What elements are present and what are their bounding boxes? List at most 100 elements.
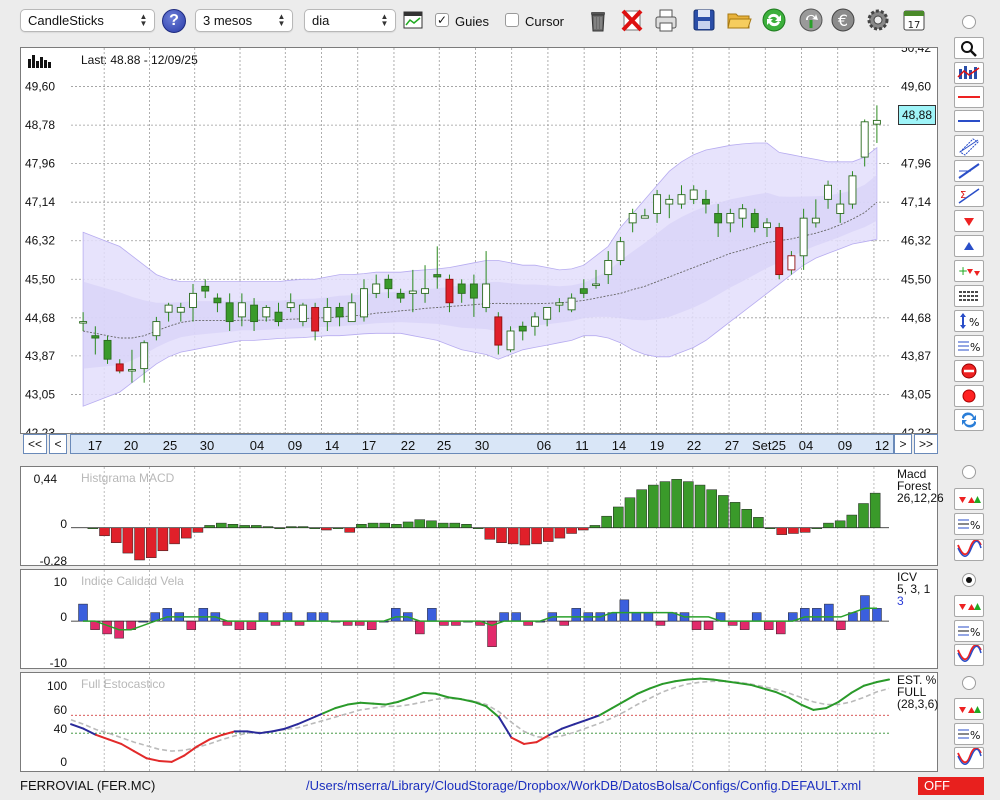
nav-first-button[interactable]: << [23, 434, 47, 454]
add-marker-button[interactable]: + [954, 260, 984, 282]
settings-icon[interactable] [864, 6, 892, 34]
stochastic-curve-button[interactable] [954, 747, 984, 769]
icv-percent-button[interactable]: % [954, 620, 984, 642]
trash-icon[interactable] [584, 6, 612, 34]
macd-arrows-button[interactable] [954, 488, 984, 510]
arrow-down-button[interactable] [954, 210, 984, 232]
calendar-icon[interactable]: 17 [900, 6, 928, 34]
grid-lines-button[interactable] [954, 285, 984, 307]
icv-bar [751, 612, 762, 622]
date-tick-label: 25 [436, 438, 452, 453]
config-path[interactable]: /Users/mserra/Library/CloudStorage/Dropb… [306, 778, 862, 793]
zoom-button[interactable] [954, 37, 984, 59]
interval-select[interactable]: dia ▲ ▼ [304, 9, 396, 32]
macd-bar [741, 509, 752, 528]
arrow-up-button[interactable] [954, 235, 984, 257]
macd-bar [484, 527, 496, 540]
candle [689, 185, 698, 205]
period-select[interactable]: 3 mesos ▲ ▼ [195, 9, 293, 32]
sync-icon[interactable] [797, 6, 825, 34]
stochastic-k-segment [283, 723, 299, 730]
candle [872, 105, 881, 143]
candle [518, 321, 527, 341]
print-icon[interactable] [652, 6, 680, 34]
currency-icon[interactable]: € [829, 6, 857, 34]
price-chart-panel[interactable]: 49,60 48,78 47,96 47,14 46,32 45,50 44,68 43,87… [20, 41, 938, 440]
macd-bar [204, 525, 215, 528]
nav-prev-button[interactable]: < [49, 434, 67, 454]
candle-body [640, 215, 649, 219]
last-price-label: Last: 48.88 - 12/09/25 [81, 53, 198, 67]
candle [237, 293, 246, 327]
macd-bar [496, 527, 507, 543]
candle [482, 251, 491, 313]
percent-lines-button[interactable]: % [954, 335, 984, 357]
icv-bar [282, 612, 293, 622]
macd-panel[interactable]: Histgrama MACD 0,44 0 -0,28 [20, 466, 938, 568]
icv-bar [571, 608, 581, 622]
guies-checkbox[interactable]: ✓ [435, 13, 449, 27]
macd-bar [402, 521, 414, 528]
macd-curve-button[interactable] [954, 539, 984, 561]
macd-percent-button[interactable]: % [954, 513, 984, 535]
macd-bar [157, 527, 169, 552]
candle [494, 312, 503, 355]
date-axis[interactable]: 17 20 25 30 04 09 14 17 22 25 30 06 11 14 19 22 27 Set25 0… [70, 434, 894, 454]
candle-body [213, 297, 222, 304]
toolbar: CandleSticks ▲ ▼ ? 3 mesos ▲ ▼ dia ▲ ▼ ✓ Gu… [0, 0, 1000, 42]
candle-body [286, 302, 295, 308]
icv-radio[interactable] [962, 573, 976, 587]
horizontal-line-red-button[interactable] [954, 86, 984, 108]
stochastic-chart[interactable]: Full Estocastico 100 60 40 0 [21, 673, 937, 771]
sto-tick-40: 40 [54, 722, 68, 736]
chart-type-select[interactable]: CandleSticks ▲ ▼ [20, 9, 155, 32]
mode-badge[interactable]: OFF [918, 777, 984, 795]
trendline-tool-button[interactable] [954, 160, 984, 182]
chart-window-icon[interactable] [402, 9, 424, 31]
swap-button[interactable] [954, 409, 984, 431]
price-chart[interactable]: 49,60 48,78 47,96 47,14 46,32 45,50 44,68 43,87… [21, 41, 937, 440]
percent-range-button[interactable]: % [954, 310, 984, 332]
no-entry-button[interactable] [954, 360, 984, 382]
candle-overlay-button[interactable] [954, 62, 984, 84]
save-icon[interactable] [690, 6, 718, 34]
macd-bar [110, 527, 122, 543]
icv-bar [691, 620, 702, 630]
icv-chart[interactable]: Indice Calidad Vela 10 0 -10 [21, 570, 937, 670]
stochastic-panel[interactable]: Full Estocastico 100 60 40 0 [20, 672, 938, 772]
icv-bar [487, 620, 497, 647]
macd-grid [71, 467, 889, 565]
stochastic-k-segment [825, 700, 840, 710]
delete-icon[interactable] [618, 6, 646, 34]
stochastic-arrows-button[interactable] [954, 698, 984, 720]
horizontal-line-blue-button[interactable] [954, 110, 984, 132]
refresh-icon[interactable] [760, 6, 788, 34]
record-button[interactable] [954, 385, 984, 407]
main-chart-radio[interactable] [962, 15, 976, 29]
stochastic-k-segment [95, 733, 110, 741]
icv-panel[interactable]: Indice Calidad Vela 10 0 -10 [20, 569, 938, 670]
y-tick-label-right: 47,96 [901, 157, 931, 171]
macd-bar [472, 527, 484, 529]
stochastic-radio[interactable] [962, 676, 976, 690]
icv-arrows-button[interactable] [954, 595, 984, 617]
cursor-checkbox[interactable] [505, 13, 519, 27]
macd-radio[interactable] [962, 465, 976, 479]
stochastic-k-segment [548, 727, 563, 736]
candle-body [396, 292, 405, 299]
channel-tool-button[interactable] [954, 135, 984, 157]
nav-next-button[interactable]: > [894, 434, 912, 454]
fibonacci-tool-button[interactable]: Σ [954, 185, 984, 207]
macd-bar [846, 514, 858, 528]
icv-bar [306, 612, 317, 622]
moving-average-line [83, 201, 878, 339]
open-folder-icon[interactable] [725, 6, 753, 34]
help-button[interactable]: ? [162, 9, 186, 33]
macd-chart[interactable]: Histgrama MACD 0,44 0 -0,28 [21, 467, 937, 568]
y-tick-label-right: 47,14 [901, 195, 931, 209]
stochastic-k-segment [309, 712, 324, 720]
icv-curve-button[interactable] [954, 644, 984, 666]
nav-last-button[interactable]: >> [914, 434, 938, 454]
stochastic-percent-button[interactable]: % [954, 723, 984, 745]
stochastic-legend-params: (28,3,6) [897, 697, 939, 711]
